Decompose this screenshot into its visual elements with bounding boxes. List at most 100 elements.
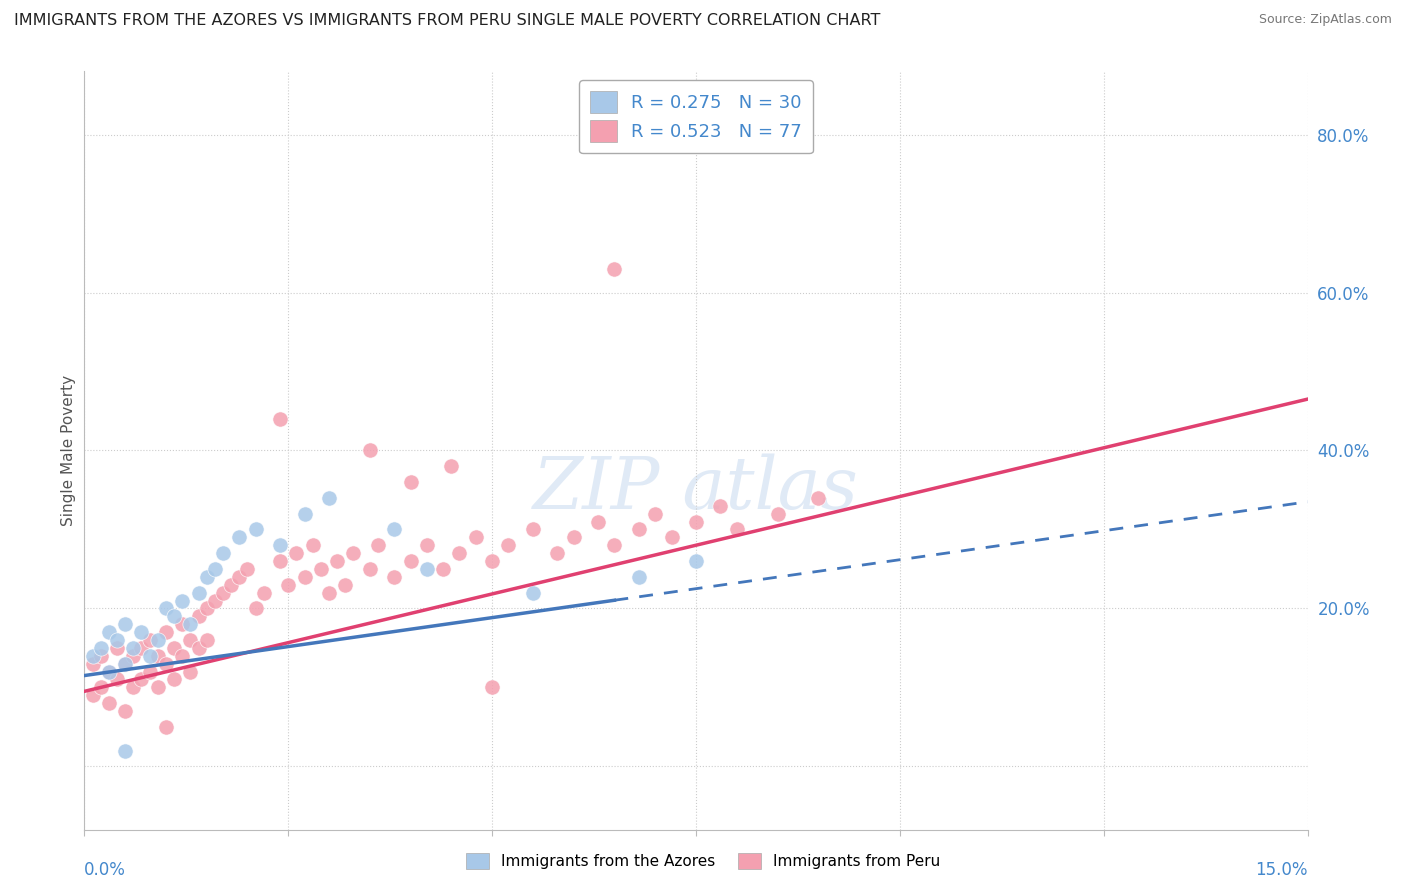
Point <box>399 554 422 568</box>
Point <box>105 673 128 687</box>
Point <box>627 570 650 584</box>
Point <box>155 625 177 640</box>
Point <box>122 648 145 663</box>
Point <box>382 570 405 584</box>
Point <box>97 625 120 640</box>
Point <box>114 743 136 757</box>
Point <box>498 538 520 552</box>
Point <box>122 640 145 655</box>
Point <box>449 546 471 560</box>
Point <box>97 696 120 710</box>
Point <box>627 523 650 537</box>
Point <box>481 554 503 568</box>
Point <box>228 530 250 544</box>
Point <box>236 562 259 576</box>
Text: 0.0%: 0.0% <box>84 861 127 880</box>
Point <box>269 538 291 552</box>
Legend: R = 0.275   N = 30, R = 0.523   N = 77: R = 0.275 N = 30, R = 0.523 N = 77 <box>579 80 813 153</box>
Point <box>294 570 316 584</box>
Point <box>172 593 194 607</box>
Point <box>90 681 112 695</box>
Point <box>138 665 160 679</box>
Point <box>187 640 209 655</box>
Point <box>301 538 323 552</box>
Point <box>212 546 235 560</box>
Point <box>131 673 153 687</box>
Point <box>277 578 299 592</box>
Point <box>725 523 748 537</box>
Point <box>146 633 169 648</box>
Point <box>253 585 276 599</box>
Point <box>163 609 186 624</box>
Point <box>440 459 463 474</box>
Point <box>204 593 226 607</box>
Text: 15.0%: 15.0% <box>1256 861 1308 880</box>
Point <box>326 554 349 568</box>
Point <box>195 601 218 615</box>
Point <box>163 640 186 655</box>
Point <box>522 523 544 537</box>
Point <box>179 665 201 679</box>
Point <box>685 515 707 529</box>
Point <box>114 617 136 632</box>
Point <box>155 601 177 615</box>
Point <box>766 507 789 521</box>
Point <box>245 601 267 615</box>
Point <box>172 648 194 663</box>
Point <box>155 657 177 671</box>
Point <box>138 648 160 663</box>
Point <box>90 640 112 655</box>
Point <box>114 657 136 671</box>
Point <box>155 720 177 734</box>
Point <box>82 657 104 671</box>
Point <box>359 443 381 458</box>
Point <box>342 546 364 560</box>
Text: Source: ZipAtlas.com: Source: ZipAtlas.com <box>1258 13 1392 27</box>
Point <box>603 261 626 276</box>
Point <box>546 546 568 560</box>
Point <box>105 633 128 648</box>
Point <box>187 585 209 599</box>
Point <box>603 538 626 552</box>
Point <box>195 633 218 648</box>
Point <box>709 499 731 513</box>
Point <box>318 585 340 599</box>
Point <box>90 648 112 663</box>
Point <box>269 554 291 568</box>
Point <box>367 538 389 552</box>
Y-axis label: Single Male Poverty: Single Male Poverty <box>60 375 76 526</box>
Point <box>187 609 209 624</box>
Point <box>318 491 340 505</box>
Point <box>309 562 332 576</box>
Text: ZIP atlas: ZIP atlas <box>533 453 859 524</box>
Point <box>481 681 503 695</box>
Point <box>163 673 186 687</box>
Point <box>432 562 454 576</box>
Point <box>172 617 194 632</box>
Point <box>82 648 104 663</box>
Point <box>131 625 153 640</box>
Point <box>146 681 169 695</box>
Point <box>359 562 381 576</box>
Point <box>269 412 291 426</box>
Point <box>179 617 201 632</box>
Legend: Immigrants from the Azores, Immigrants from Peru: Immigrants from the Azores, Immigrants f… <box>460 847 946 875</box>
Point <box>399 475 422 489</box>
Point <box>285 546 308 560</box>
Point <box>146 648 169 663</box>
Point <box>82 688 104 702</box>
Point <box>105 640 128 655</box>
Point <box>138 633 160 648</box>
Point <box>382 523 405 537</box>
Point <box>807 491 830 505</box>
Point <box>97 665 120 679</box>
Point <box>219 578 242 592</box>
Point <box>228 570 250 584</box>
Text: IMMIGRANTS FROM THE AZORES VS IMMIGRANTS FROM PERU SINGLE MALE POVERTY CORRELATI: IMMIGRANTS FROM THE AZORES VS IMMIGRANTS… <box>14 13 880 29</box>
Point <box>416 538 439 552</box>
Point <box>586 515 609 529</box>
Point <box>562 530 585 544</box>
Point <box>195 570 218 584</box>
Point <box>416 562 439 576</box>
Point <box>179 633 201 648</box>
